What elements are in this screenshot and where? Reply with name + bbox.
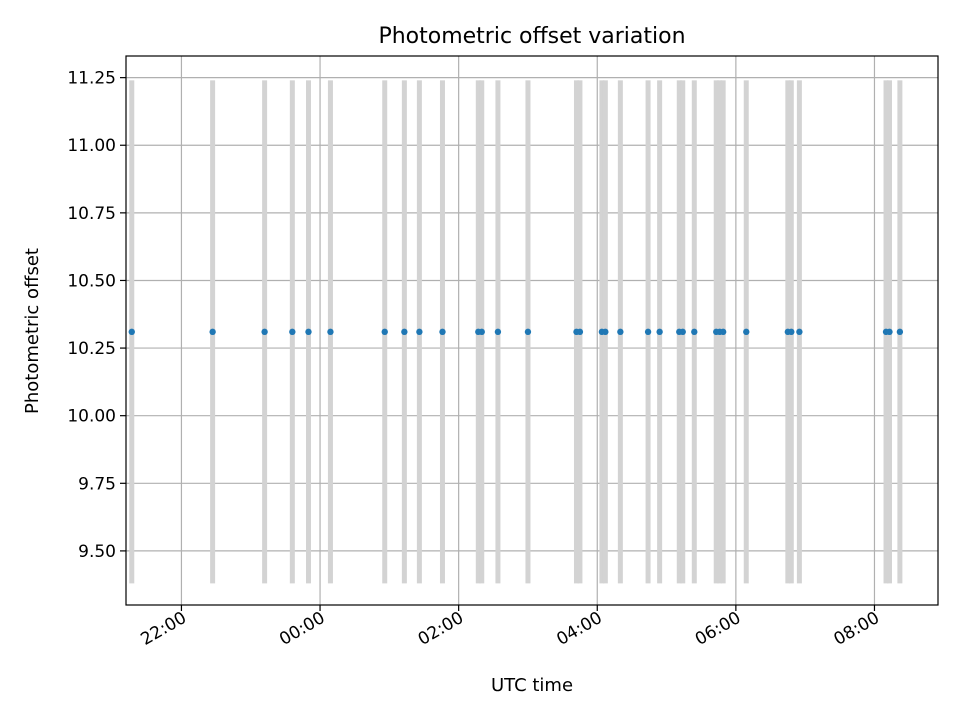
data-point (691, 328, 698, 336)
data-point (401, 328, 408, 336)
data-point (719, 328, 727, 336)
y-tick-label: 10.50 (67, 271, 116, 291)
grid-lines (126, 56, 938, 605)
data-point (289, 328, 296, 336)
data-point (886, 328, 893, 336)
data-point (494, 328, 502, 336)
y-axis-label: Photometric offset (22, 248, 43, 414)
data-point (656, 328, 663, 336)
y-tick-label: 9.50 (78, 542, 116, 562)
data-point (416, 328, 423, 336)
data-point (896, 328, 904, 336)
data-point (679, 328, 686, 336)
x-axis-label: UTC time (491, 675, 573, 696)
y-tick-label: 10.75 (67, 204, 116, 224)
chart-title: Photometric offset variation (378, 24, 685, 49)
data-point (796, 328, 803, 336)
data-point (261, 328, 268, 336)
data-point (381, 328, 388, 336)
data-point (576, 328, 584, 336)
data-point (524, 328, 532, 336)
y-tick-label: 10.25 (67, 339, 116, 359)
plot-area (126, 56, 938, 605)
y-tick-label: 11.25 (67, 69, 116, 89)
data-point (327, 328, 334, 336)
data-point (617, 328, 624, 336)
data-point (305, 328, 312, 336)
data-point (478, 328, 485, 336)
data-point (644, 328, 652, 336)
data-point (602, 328, 609, 336)
data-point (209, 328, 216, 336)
y-tick-label: 11.00 (67, 136, 116, 156)
data-point (128, 328, 135, 336)
data-point (743, 328, 750, 336)
data-points (128, 328, 904, 336)
data-point (439, 328, 446, 336)
y-tick-label: 10.00 (67, 407, 116, 427)
data-point (788, 328, 795, 336)
plot-frame (125, 55, 939, 606)
y-tick-label: 9.75 (78, 474, 116, 494)
